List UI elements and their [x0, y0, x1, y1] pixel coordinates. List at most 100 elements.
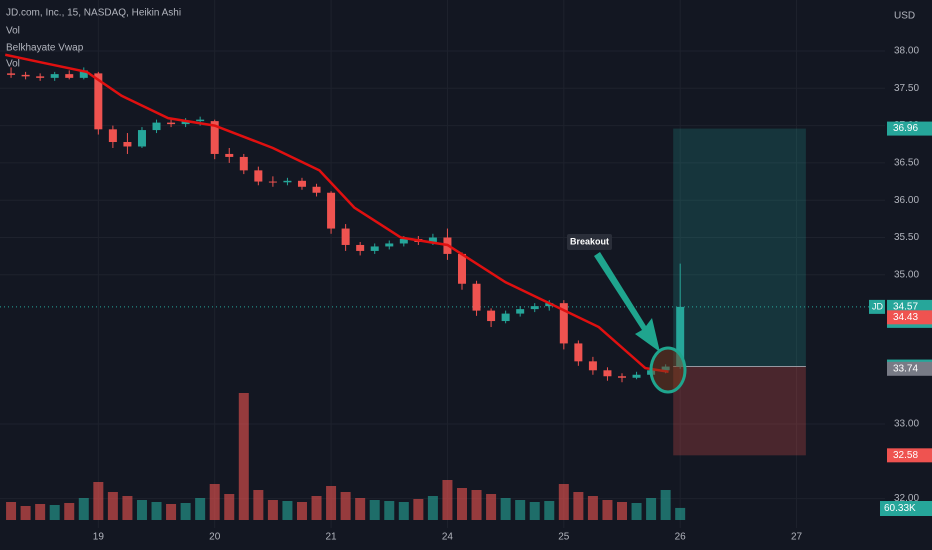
candle-body [341, 228, 350, 245]
y-tick-label: 33.00 [894, 419, 919, 430]
volume-bar [296, 502, 307, 520]
indicator: Vol [6, 59, 20, 70]
candle-body [312, 186, 321, 193]
volume-bar [355, 498, 366, 520]
y-tick-label: 32.00 [894, 493, 919, 504]
vwap-line [4, 53, 669, 374]
candle-body [210, 121, 219, 154]
volume-bar [166, 504, 177, 520]
volume-bar [209, 484, 220, 520]
candle-body [487, 310, 496, 322]
candle-body [297, 180, 306, 187]
volume-bar [398, 502, 409, 520]
symbol-label: JD [872, 301, 884, 311]
indicator: Belkhayate Vwap [6, 43, 84, 54]
volume-bar [151, 502, 162, 520]
candle-body [385, 243, 394, 247]
target-zone [673, 128, 806, 367]
volume-bar [122, 496, 133, 520]
candle-body [457, 253, 466, 284]
x-tick-label: 26 [675, 532, 687, 543]
x-tick-label: 20 [209, 532, 221, 543]
indicator: Vol [6, 26, 20, 37]
chart-title: JD.com, Inc., 15, NASDAQ, Heikin Ashi [6, 8, 181, 19]
y-tick-label: 38.00 [894, 46, 919, 57]
symbol-label-bg [869, 299, 885, 314]
volume-bar [78, 498, 89, 520]
volume-bar [311, 496, 322, 520]
x-tick-label: 24 [442, 532, 454, 543]
candle-body [239, 156, 248, 171]
price-label-bg [887, 121, 932, 136]
volume-bar [427, 496, 438, 520]
candle-body [123, 142, 132, 147]
price-label: 34.43 [893, 312, 918, 323]
candle-body [254, 170, 263, 182]
y-tick-label: 36.00 [894, 195, 919, 206]
candle-body [108, 129, 117, 143]
candle-body [21, 74, 30, 77]
y-tick-label: 36.50 [894, 158, 919, 169]
candle-body [50, 74, 59, 78]
volume-bar [6, 502, 17, 520]
volume-bar [267, 500, 278, 520]
candle-body [530, 306, 539, 310]
candle-body [588, 361, 597, 371]
volume-bar [413, 499, 424, 520]
candle-body [370, 246, 379, 251]
candle-body [94, 73, 103, 130]
price-label-bg [887, 310, 932, 325]
price-label-bg [887, 361, 932, 376]
candle-body [676, 306, 685, 367]
volume-bar [631, 503, 642, 520]
volume-bar [544, 501, 555, 520]
candle-body [137, 130, 146, 147]
volume-bar [500, 498, 511, 520]
volume-bar [195, 498, 206, 520]
annotation: Breakout [570, 236, 609, 246]
candle-body [632, 374, 641, 378]
annotation-box [567, 234, 612, 250]
candle-body [65, 74, 74, 78]
volume-bar [660, 490, 671, 520]
x-tick-label: 19 [93, 532, 105, 543]
volume-bar [136, 500, 147, 520]
candle-body [501, 313, 510, 322]
volume-bar [20, 506, 31, 520]
candle-body [327, 192, 336, 229]
volume-bar [573, 492, 584, 520]
volume-bar [456, 488, 467, 520]
candle-body [603, 370, 612, 377]
x-tick-label: 25 [558, 532, 570, 543]
volume-bar [587, 496, 598, 520]
volume-bar [253, 490, 264, 520]
candle-body [268, 181, 277, 183]
currency: USD [894, 11, 915, 22]
volume-bar [340, 492, 351, 520]
volume-bar [238, 393, 249, 520]
volume-bar [282, 501, 293, 520]
volume-bar [442, 480, 453, 520]
x-tick-label: 21 [326, 532, 338, 543]
volume-bar [326, 486, 337, 520]
volume-bar [529, 502, 540, 520]
candle-body [196, 119, 205, 122]
volume-bar [558, 484, 569, 520]
volume-bar [369, 500, 380, 520]
candle-body [356, 244, 365, 251]
candle-body [7, 73, 16, 75]
price-label: 32.58 [893, 450, 918, 461]
y-tick-label: 35.50 [894, 232, 919, 243]
volume-bar [675, 507, 686, 520]
price-label: 33.74 [893, 363, 918, 374]
candle-body [36, 76, 45, 78]
volume-bar [471, 490, 482, 520]
volume-bar [107, 492, 118, 520]
candle-body [428, 237, 437, 242]
volume-bar [646, 498, 657, 520]
volume-bar [515, 500, 526, 520]
volume-bar [180, 503, 191, 520]
breakout-arrow [594, 252, 660, 352]
candle-body [516, 309, 525, 314]
y-tick-label: 35.00 [894, 269, 919, 280]
